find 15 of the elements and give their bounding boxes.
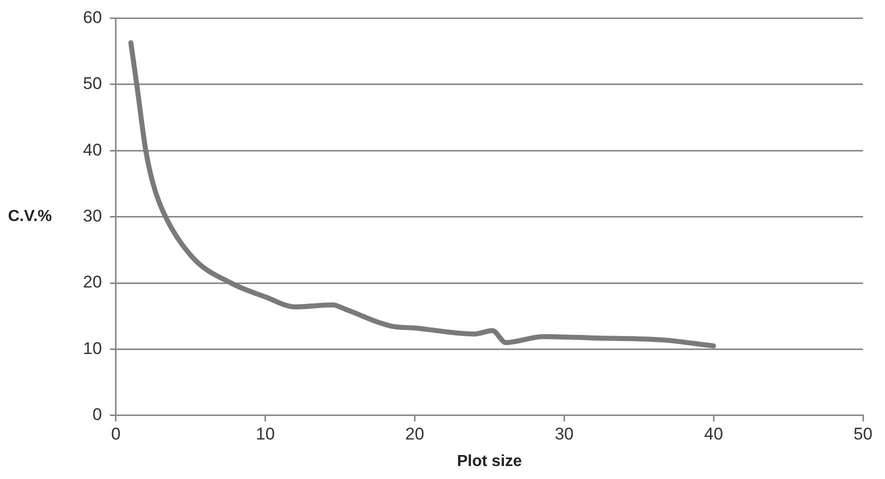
x-tick-label: 40 bbox=[704, 424, 724, 444]
y-tick-label: 0 bbox=[92, 405, 102, 424]
y-tick-label: 20 bbox=[82, 272, 102, 292]
x-tick-label: 0 bbox=[111, 424, 121, 444]
y-tick-label: 60 bbox=[82, 8, 102, 27]
y-tick-label: 30 bbox=[82, 206, 102, 226]
y-tick-label: 50 bbox=[82, 74, 102, 94]
y-axis-title: C.V.% bbox=[8, 208, 52, 226]
x-tick-label: 20 bbox=[405, 424, 424, 444]
y-tick-label: 40 bbox=[82, 140, 102, 160]
x-tick-label: 10 bbox=[256, 424, 275, 444]
y-tick-label: 10 bbox=[82, 338, 102, 358]
x-tick-label: 50 bbox=[854, 424, 872, 444]
x-axis-title: Plot size bbox=[457, 452, 522, 470]
x-tick-label: 30 bbox=[554, 424, 574, 444]
